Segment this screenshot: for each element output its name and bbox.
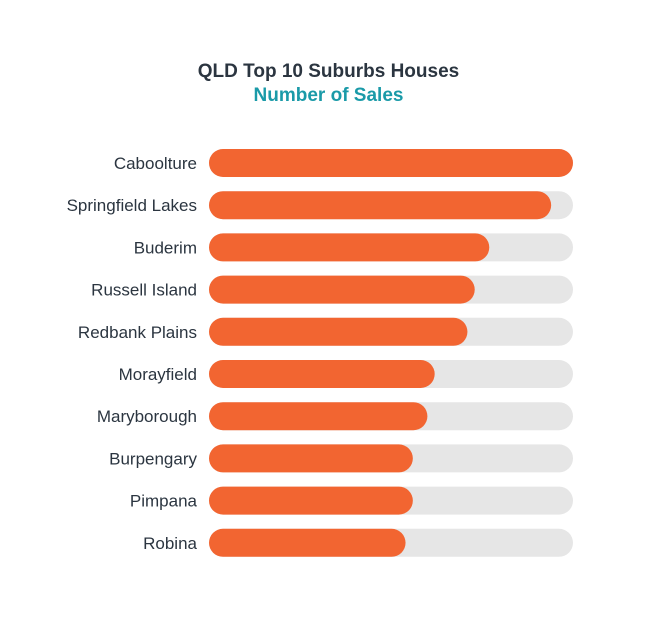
category-label: Caboolture	[114, 154, 197, 173]
category-label: Pimpana	[130, 492, 198, 511]
bar	[209, 317, 468, 346]
chart-header: QLD Top 10 Suburbs Houses Number of Sale…	[0, 60, 657, 108]
bar	[209, 275, 475, 304]
category-label: Morayfield	[119, 365, 197, 384]
category-label: Springfield Lakes	[67, 196, 197, 215]
bar	[209, 233, 490, 262]
bar	[209, 149, 573, 177]
chart-subtitle: Number of Sales	[253, 85, 404, 106]
chart-title: QLD Top 10 Suburbs Houses	[197, 61, 460, 82]
bar-row: Caboolture	[114, 149, 573, 177]
bar-row: Russell Island	[91, 275, 573, 304]
bar	[209, 486, 413, 515]
bar	[209, 360, 435, 388]
category-label: Burpengary	[109, 449, 197, 468]
category-label: Maryborough	[97, 407, 197, 426]
bar-row: Burpengary	[109, 444, 573, 473]
bar-row: Redbank Plains	[78, 317, 573, 346]
bar	[209, 444, 413, 473]
bar-row: Maryborough	[97, 402, 573, 431]
category-label: Robina	[143, 534, 197, 553]
bar-row: Buderim	[134, 233, 573, 262]
bar	[209, 191, 552, 220]
bar-row: Springfield Lakes	[67, 191, 573, 220]
bar	[209, 402, 428, 431]
category-label: Buderim	[134, 238, 197, 257]
bar-row: Morayfield	[119, 360, 573, 388]
bar-row: Pimpana	[130, 486, 573, 515]
category-label: Russell Island	[91, 281, 197, 300]
category-label: Redbank Plains	[78, 323, 197, 342]
bar-row: Robina	[143, 528, 573, 557]
bar	[209, 528, 406, 557]
